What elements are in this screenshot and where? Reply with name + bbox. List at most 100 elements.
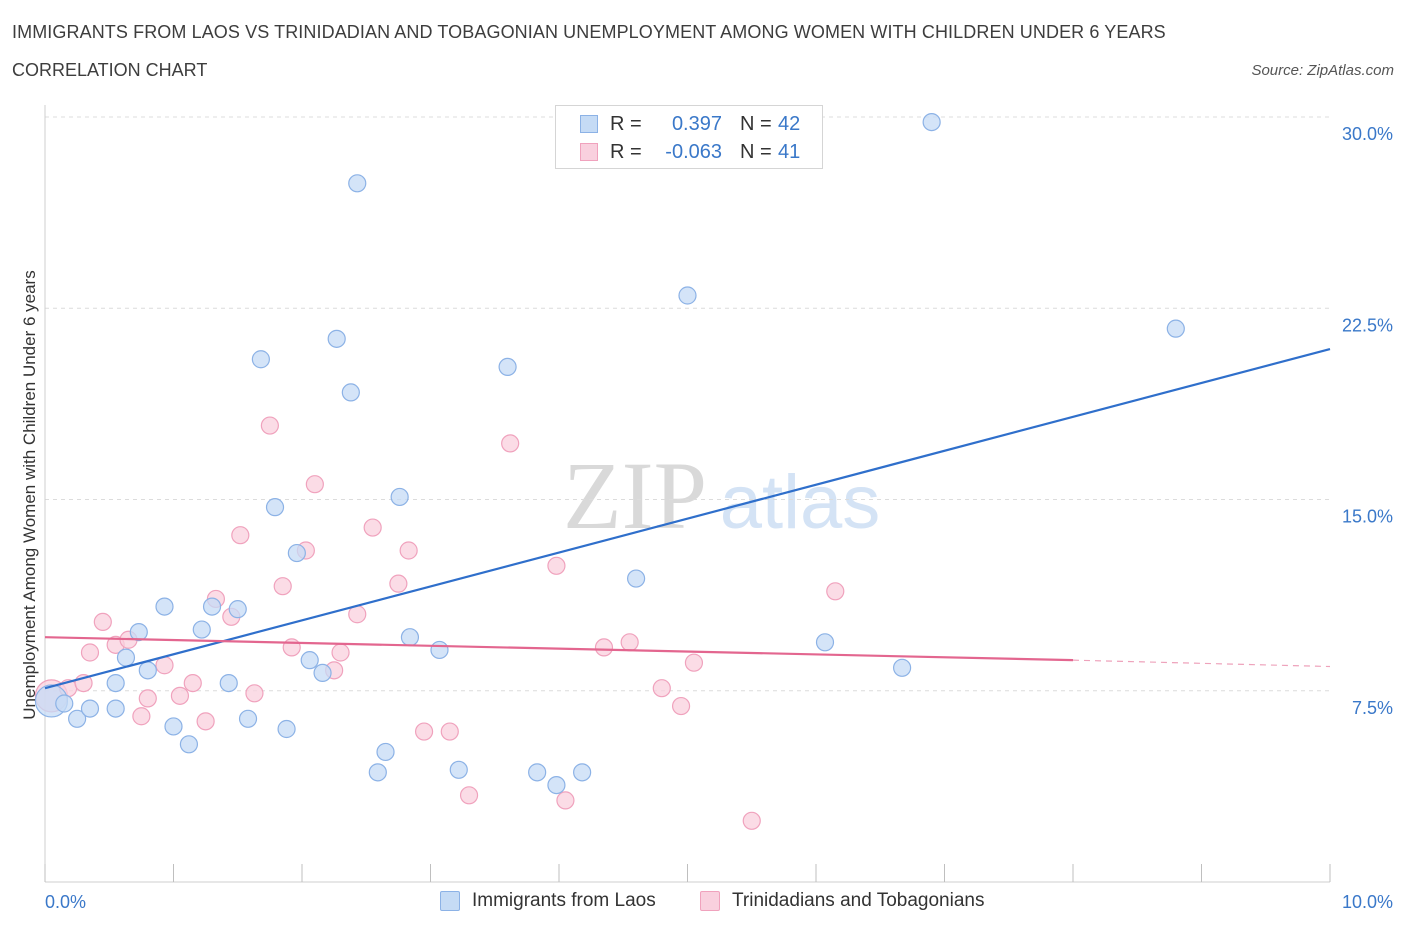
- point-laos-6: [116, 648, 136, 667]
- point-laos-17: [251, 350, 270, 369]
- point-trinidadians-10: [170, 686, 190, 705]
- n-label: N =: [740, 140, 772, 163]
- y-tick-label-1: 15.0%: [1342, 507, 1393, 527]
- point-laos-41: [1166, 319, 1185, 338]
- point-trinidadians-34: [594, 638, 614, 657]
- point-trinidadians-23: [331, 643, 350, 662]
- point-trinidadians-28: [414, 722, 434, 741]
- point-laos-37: [678, 286, 697, 305]
- y-axis-label: Unemployment Among Women with Children U…: [20, 270, 39, 720]
- trend-line-trinidadians-extension: [1072, 659, 1331, 668]
- series-legend: Immigrants from Laos Trinidadians and To…: [0, 890, 1406, 914]
- point-trinidadians-38: [684, 653, 704, 672]
- y-tick-label-3: 30.0%: [1342, 124, 1393, 144]
- point-trinidadians-21: [305, 475, 324, 494]
- point-laos-31: [449, 760, 468, 779]
- point-trinidadians-40: [826, 582, 845, 601]
- axes: [44, 105, 1331, 883]
- point-laos-2: [68, 709, 87, 728]
- point-laos-34: [547, 775, 566, 795]
- point-laos-33: [528, 763, 547, 782]
- point-trinidadians-25: [363, 518, 382, 537]
- r-label: R =: [610, 112, 642, 135]
- y-tick-label-0: 7.5%: [1352, 698, 1393, 718]
- point-trinidadians-37: [671, 696, 691, 716]
- legend-label-laos: Immigrants from Laos: [472, 890, 656, 911]
- watermark-atlas: atlas: [720, 460, 881, 545]
- point-trinidadians-8: [138, 689, 157, 708]
- legend-swatch-trinidadians: [700, 891, 720, 911]
- n-label: N =: [740, 112, 772, 135]
- point-trinidadians-15: [231, 526, 250, 545]
- point-laos-1: [55, 694, 74, 713]
- point-trinidadians-31: [501, 434, 520, 453]
- tick-labels: 7.5% 15.0% 22.5% 30.0% 0.0% 10.0%: [45, 124, 1393, 912]
- point-laos-22: [313, 663, 332, 683]
- point-trinidadians-27: [399, 541, 418, 560]
- x-tick-label-max: 10.0%: [1342, 892, 1393, 912]
- trend-line-trinidadians: [44, 636, 1074, 662]
- point-laos-32: [498, 357, 517, 376]
- point-laos-21: [300, 651, 319, 670]
- point-trinidadians-26: [389, 574, 408, 593]
- x-tick-label-min: 0.0%: [45, 892, 86, 912]
- point-trinidadians-35: [620, 633, 639, 652]
- point-trinidadians-16: [245, 684, 264, 703]
- chart-subtitle: CORRELATION CHART: [12, 60, 208, 80]
- point-trinidadians-12: [196, 712, 215, 731]
- point-laos-10: [164, 717, 183, 736]
- legend-item-laos: Immigrants from Laos: [440, 890, 656, 912]
- n-value: 42: [778, 112, 801, 135]
- y-tick-label-2: 22.5%: [1342, 315, 1393, 335]
- legend-swatch-trinidadians: [580, 143, 598, 161]
- point-laos-12: [192, 620, 211, 639]
- point-trinidadians-36: [652, 679, 671, 698]
- series-laos-points: [34, 112, 1185, 795]
- point-laos-16: [238, 709, 258, 728]
- point-trinidadians-19: [282, 638, 301, 657]
- point-laos-3: [80, 699, 100, 718]
- legend-swatch-laos: [580, 115, 598, 133]
- point-laos-24: [341, 383, 360, 402]
- point-laos-25: [348, 174, 367, 193]
- point-laos-11: [179, 735, 199, 754]
- point-trinidadians-7: [132, 707, 151, 726]
- point-laos-18: [265, 498, 285, 517]
- stats-row-laos: R = 0.397 N = 42: [580, 113, 800, 135]
- point-laos-5: [106, 699, 125, 718]
- point-trinidadians-11: [183, 673, 202, 693]
- point-laos-40: [922, 112, 941, 132]
- point-laos-35: [573, 763, 592, 782]
- watermark-zip: ZIP: [563, 442, 707, 549]
- r-value: 0.397: [671, 112, 722, 135]
- point-laos-27: [376, 742, 395, 762]
- point-trinidadians-17: [260, 416, 279, 435]
- trend-lines: [44, 347, 1331, 690]
- point-laos-19: [277, 719, 296, 739]
- point-trinidadians-18: [273, 577, 292, 596]
- point-trinidadians-4: [93, 612, 112, 632]
- point-laos-4: [106, 673, 125, 693]
- point-laos-13: [202, 597, 222, 616]
- point-laos-8: [138, 661, 157, 680]
- series-trinidadians-points: [34, 416, 845, 830]
- chart-title: IMMIGRANTS FROM LAOS VS TRINIDADIAN AND …: [12, 22, 1166, 42]
- point-trinidadians-39: [742, 811, 761, 830]
- legend-label-trinidadians: Trinidadians and Tobagonians: [732, 890, 985, 911]
- stats-legend: R = 0.397 N = 42 R = -0.063 N = 41: [555, 105, 823, 169]
- point-laos-30: [430, 640, 449, 660]
- point-laos-39: [892, 658, 912, 677]
- point-laos-26: [368, 763, 387, 782]
- point-laos-20: [287, 543, 306, 563]
- n-value: 41: [778, 140, 801, 163]
- watermark: ZIP atlas: [563, 442, 880, 549]
- point-laos-23: [327, 329, 346, 348]
- point-laos-9: [155, 597, 174, 616]
- legend-item-trinidadians: Trinidadians and Tobagonians: [700, 890, 984, 912]
- source-label: Source: ZipAtlas.com: [1251, 62, 1394, 79]
- point-trinidadians-3: [80, 643, 100, 662]
- point-laos-14: [219, 673, 238, 693]
- point-trinidadians-32: [547, 556, 566, 575]
- point-trinidadians-30: [459, 786, 479, 805]
